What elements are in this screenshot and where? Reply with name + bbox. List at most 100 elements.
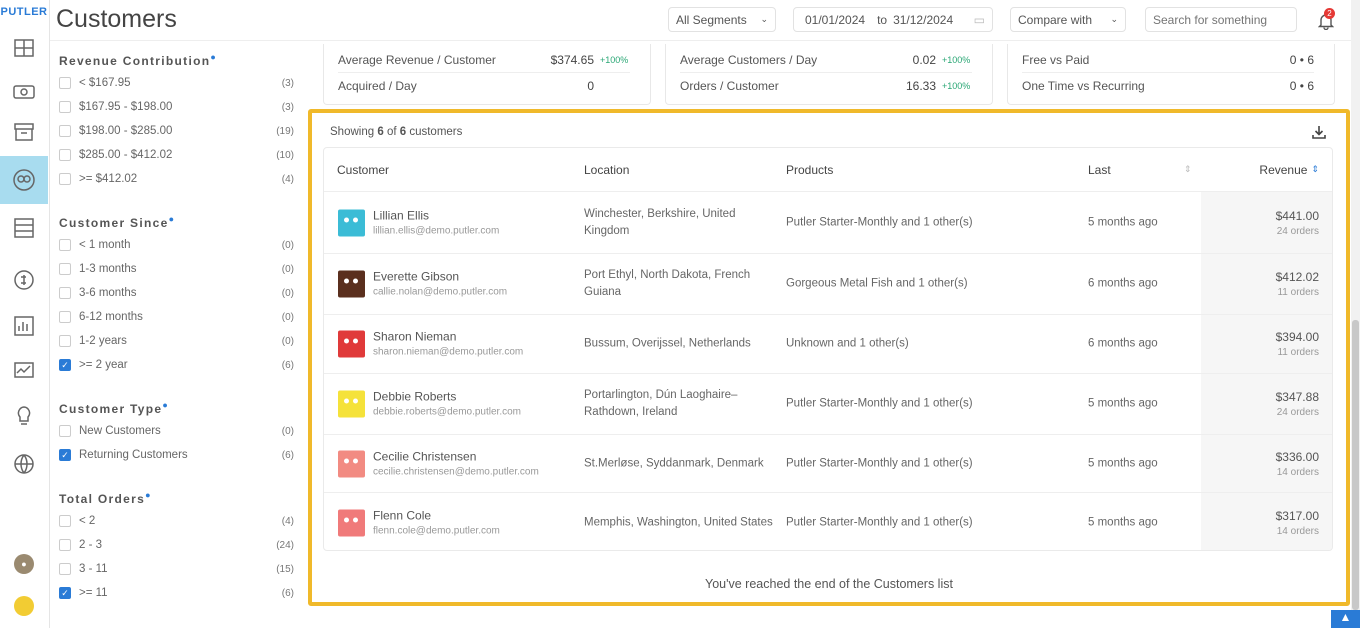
download-button[interactable] xyxy=(1311,124,1327,143)
filter-option[interactable]: 1-3 months (0) xyxy=(59,260,294,278)
customer-name[interactable]: Sharon Nieman xyxy=(373,329,457,344)
filter-option[interactable]: < $167.95 (3) xyxy=(59,74,294,92)
column-products[interactable]: Products xyxy=(786,162,834,177)
account-avatar[interactable]: ● xyxy=(0,540,48,588)
checkbox[interactable] xyxy=(59,239,71,251)
nav-transactions[interactable] xyxy=(0,204,48,252)
nav-global[interactable] xyxy=(0,440,48,488)
filter-group-title: Customer Type● xyxy=(59,400,170,416)
date-range-picker[interactable]: 01/01/2024 to 31/12/2024 ▭ xyxy=(793,7,993,32)
nav-customers[interactable] xyxy=(0,156,48,204)
reports-icon xyxy=(14,316,34,336)
stat-label: Average Revenue / Customer xyxy=(338,52,496,67)
table-row[interactable]: Sharon Nieman sharon.nieman@demo.putler.c… xyxy=(324,314,1332,373)
compare-select[interactable]: Compare with ⌄ xyxy=(1010,7,1126,32)
customer-name[interactable]: Flenn Cole xyxy=(373,508,432,522)
filter-option[interactable]: ✓ >= 11 (6) xyxy=(59,584,294,602)
filter-option[interactable]: New Customers (0) xyxy=(59,422,294,440)
column-revenue[interactable]: Revenue ⇕ xyxy=(1259,148,1319,191)
checkbox[interactable]: ✓ xyxy=(59,449,71,461)
customer-revenue: $347.88 xyxy=(1275,390,1319,404)
checkbox[interactable] xyxy=(59,149,71,161)
compare-value: Compare with xyxy=(1018,12,1093,27)
filter-option-count: (24) xyxy=(276,539,294,551)
checkbox[interactable] xyxy=(59,125,71,137)
filter-option-label: >= $412.02 xyxy=(79,173,138,185)
nav-products[interactable] xyxy=(0,108,48,156)
checkbox[interactable]: ✓ xyxy=(59,587,71,599)
customer-revenue: $441.00 xyxy=(1275,208,1319,223)
filter-option[interactable]: 3-6 months (0) xyxy=(59,284,294,302)
filter-group-title: Total Orders● xyxy=(59,490,152,506)
filter-option[interactable]: ✓ Returning Customers (6) xyxy=(59,446,294,464)
date-to-label: to xyxy=(877,12,888,27)
filter-option[interactable]: $285.00 - $412.02 (10) xyxy=(59,146,294,164)
sort-icon[interactable]: ⇕ xyxy=(1184,164,1192,174)
scrollbar-thumb[interactable] xyxy=(1352,320,1359,610)
table-row[interactable]: Flenn Cole flenn.cole@demo.putler.com Mem… xyxy=(324,492,1332,550)
stat-change: +100% xyxy=(600,54,629,65)
checkbox[interactable] xyxy=(59,425,71,437)
end-of-list-message: You've reached the end of the Customers … xyxy=(705,577,953,591)
filter-option[interactable]: $167.95 - $198.00 (3) xyxy=(59,98,294,116)
filter-option-label: < 2 xyxy=(79,515,96,527)
chevron-down-icon: ⌄ xyxy=(760,14,768,24)
segment-select[interactable]: All Segments ⌄ xyxy=(668,7,776,32)
filter-option-count: (6) xyxy=(281,449,294,461)
nav-reports[interactable] xyxy=(0,302,48,350)
putler-logo[interactable]: PUTLER xyxy=(0,6,48,18)
filter-option[interactable]: < 2 (4) xyxy=(59,512,294,530)
checkbox[interactable] xyxy=(59,311,71,323)
table-row[interactable]: Debbie Roberts debbie.roberts@demo.putler… xyxy=(324,373,1332,434)
customer-name[interactable]: Cecilie Christensen xyxy=(373,449,477,463)
filter-option[interactable]: 3 - 11 (15) xyxy=(59,560,294,578)
customer-name[interactable]: Lillian Ellis xyxy=(373,208,430,222)
checkbox[interactable] xyxy=(59,563,71,575)
scrollbar-track[interactable] xyxy=(1351,0,1360,628)
filter-option[interactable]: ✓ >= 2 year (6) xyxy=(59,356,294,374)
checkbox[interactable] xyxy=(59,263,71,275)
checkbox[interactable] xyxy=(59,539,71,551)
column-location[interactable]: Location xyxy=(584,162,630,177)
table-row[interactable]: Everette Gibson callie.nolan@demo.putler.… xyxy=(324,253,1332,314)
checkbox[interactable] xyxy=(59,515,71,527)
avatar xyxy=(338,509,365,536)
filter-option[interactable]: $198.00 - $285.00 (19) xyxy=(59,122,294,140)
table-row[interactable]: Cecilie Christensen cecilie.christensen@d… xyxy=(324,434,1332,492)
icon-sidebar: PUTLER ● xyxy=(0,0,50,628)
checkbox[interactable] xyxy=(59,287,71,299)
stat-row: Acquired / Day 0 xyxy=(338,73,630,99)
stat-row: Orders / Customer 16.33 +100% xyxy=(680,73,972,99)
checkbox[interactable] xyxy=(59,335,71,347)
checkbox[interactable] xyxy=(59,101,71,113)
nav-analytics[interactable] xyxy=(0,346,48,394)
emoji-feedback-icon[interactable] xyxy=(0,582,48,630)
nav-sales[interactable] xyxy=(0,68,48,116)
filter-group-title: Customer Since● xyxy=(59,214,176,230)
nav-subscriptions[interactable] xyxy=(0,256,48,304)
customer-orders: 24 orders xyxy=(1276,225,1319,237)
column-last[interactable]: Last xyxy=(1088,162,1111,177)
column-customer[interactable]: Customer xyxy=(337,162,390,177)
filter-group-title: Revenue Contribution● xyxy=(59,52,218,68)
stat-label: Free vs Paid xyxy=(1022,52,1090,67)
checkbox[interactable] xyxy=(59,77,71,89)
customer-name[interactable]: Debbie Roberts xyxy=(373,389,457,404)
checkbox[interactable] xyxy=(59,173,71,185)
filter-option[interactable]: 2 - 3 (24) xyxy=(59,536,294,554)
search-input[interactable] xyxy=(1145,7,1297,32)
filter-option[interactable]: 1-2 years (0) xyxy=(59,332,294,350)
nav-dashboard[interactable] xyxy=(0,24,48,72)
scroll-to-top-button[interactable]: ▲ xyxy=(1331,610,1360,628)
customer-name[interactable]: Everette Gibson xyxy=(373,269,460,284)
nav-insights[interactable] xyxy=(0,392,48,440)
checkbox[interactable]: ✓ xyxy=(59,359,71,371)
filter-option-label: $167.95 - $198.00 xyxy=(79,101,173,113)
stat-value: 0 • 6 xyxy=(1289,52,1314,67)
filter-option[interactable]: 6-12 months (0) xyxy=(59,308,294,326)
notifications-button[interactable]: 2 xyxy=(1318,8,1336,30)
filter-option[interactable]: >= $412.02 (4) xyxy=(59,170,294,188)
table-row[interactable]: Lillian Ellis lillian.ellis@demo.putler.c… xyxy=(324,191,1332,253)
stat-row: One Time vs Recurring 0 • 6 xyxy=(1022,73,1314,99)
filter-option[interactable]: < 1 month (0) xyxy=(59,236,294,254)
